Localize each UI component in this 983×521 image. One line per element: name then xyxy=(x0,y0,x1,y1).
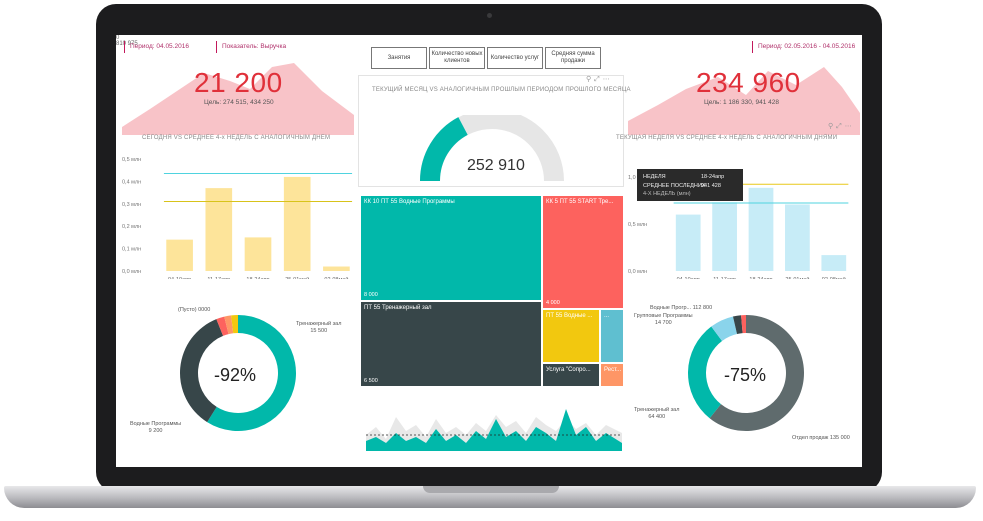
gauge-title: ТЕКУЩИЙ МЕСЯЦ VS АНАЛОГИЧНЫМ ПРОШЛЫМ ПЕР… xyxy=(372,87,631,93)
dashboard-screen: Период: 04.05.2016 Показатель: Выручка 2… xyxy=(116,35,862,467)
left-header-divider xyxy=(124,41,125,53)
metric-tabs: Занятия Количество новых клиентов Количе… xyxy=(371,47,601,69)
left-donut-label-water: Водные Программы 9 200 xyxy=(130,421,182,434)
right-kpi-target: Цель: 1 186 330, 941 428 xyxy=(704,99,780,106)
left-donut-value: -92% xyxy=(214,365,257,385)
sparkline-area-chart xyxy=(366,409,622,451)
donut-slice[interactable] xyxy=(688,326,723,419)
x-tick-label: 18-24апр xyxy=(246,277,269,279)
bar[interactable] xyxy=(244,237,272,271)
treemap-tile[interactable]: КК 10 ПТ 55 Водные Программы 8 000 xyxy=(360,195,542,301)
bar[interactable] xyxy=(785,204,810,271)
bar[interactable] xyxy=(166,239,193,271)
treemap-tile[interactable]: ... xyxy=(600,309,624,363)
gauge-min: 0 xyxy=(116,35,120,41)
left-bar-chart: 0,5 млн 0,4 млн 0,3 млн 0,2 млн 0,1 млн 0,0 м… xyxy=(122,157,353,279)
tab-avg-sale[interactable]: Средняя сумма продажи xyxy=(545,47,601,69)
laptop-base xyxy=(4,486,976,508)
visual-header-icons: ⚲⤢⋯ xyxy=(586,75,613,84)
donut-slice[interactable] xyxy=(216,316,229,336)
right-donut-chart xyxy=(688,315,804,431)
left-donut-chart xyxy=(180,315,296,431)
y-tick-label: 0,4 млн xyxy=(122,179,141,185)
y-tick-label: 0,5 млн xyxy=(122,157,141,163)
y-tick-label: 0,0 млн xyxy=(628,269,647,275)
x-tick-label: 18-24апр xyxy=(749,277,772,279)
right-period-label: Период: 02.05.2016 - 04.05.2016 xyxy=(758,43,856,50)
donut-slice[interactable] xyxy=(231,315,238,334)
right-donut-label-gym: Тренажерный зал 64 400 xyxy=(634,407,680,420)
left-kpi-value: 21 200 xyxy=(194,67,283,98)
treemap-tile[interactable]: Услуга "Сопро... xyxy=(542,363,600,387)
x-tick-label: 11-17апр xyxy=(713,277,736,279)
pin-icon[interactable]: ⚲ xyxy=(586,76,595,83)
right-kpi-area-chart xyxy=(628,67,860,135)
treemap-tile[interactable]: ПТ 55 Водные ... xyxy=(542,309,600,363)
x-tick-label: 04-10апр xyxy=(677,277,700,279)
donut-slice[interactable] xyxy=(732,315,743,335)
laptop-notch xyxy=(423,486,559,493)
y-tick-label: 0,5 млн xyxy=(628,222,647,228)
tab-services-count[interactable]: Количество услуг xyxy=(487,47,543,69)
gauge-value: 252 910 xyxy=(467,157,525,174)
camera-icon xyxy=(487,13,492,18)
bar[interactable] xyxy=(712,202,737,271)
left-indicator-label: Показатель: Выручка xyxy=(222,43,287,50)
left-chart-title: СЕГОДНЯ VS СРЕДНЕЕ 4-х НЕДЕЛЬ С АНАЛОГИЧ… xyxy=(142,135,331,141)
donut-slice[interactable] xyxy=(741,315,746,334)
right-donut-label-group: Групповые Программы 14 700 xyxy=(634,313,693,326)
y-tick-label: 0,0 млн xyxy=(122,269,141,275)
treemap-tile[interactable]: Рест... xyxy=(600,363,624,387)
right-donut-label-water: Водные Прогр... 112 800 xyxy=(650,305,713,311)
tab-new-clients[interactable]: Количество новых клиентов xyxy=(429,47,485,69)
bar[interactable] xyxy=(205,188,233,271)
focus-mode-icon[interactable]: ⤢ xyxy=(836,123,845,130)
x-tick-label: 02-08май xyxy=(324,276,348,279)
gauge-chart xyxy=(419,115,564,182)
gauge-max: 810 975 xyxy=(116,41,138,47)
bar[interactable] xyxy=(821,255,847,271)
left-kpi-target: Цель: 274 515, 434 250 xyxy=(204,99,274,106)
treemap-tile[interactable]: ПТ 55 Тренажерный зал 6 500 xyxy=(360,301,542,387)
chart-tooltip: НЕДЕЛЯ 18-24апр СРЕДНЕЕ ПОСЛЕДНИХ 941 42… xyxy=(637,169,743,201)
treemap-tile[interactable]: КК 5 ПТ 55 START Тре... 4 000 xyxy=(542,195,624,309)
x-tick-label: 25-01май xyxy=(785,276,809,279)
donut-slice[interactable] xyxy=(709,315,804,431)
right-donut-value: -75% xyxy=(724,365,767,385)
y-tick-label: 0,2 млн xyxy=(122,224,141,230)
bar[interactable] xyxy=(323,266,350,271)
left-kpi-area-chart xyxy=(122,63,354,135)
donut-slice[interactable] xyxy=(207,315,296,431)
pin-icon[interactable]: ⚲ xyxy=(828,123,837,130)
y-tick-label: 0,3 млн xyxy=(122,202,141,208)
bar[interactable] xyxy=(675,214,701,271)
gauge-card xyxy=(358,75,624,187)
focus-mode-icon[interactable]: ⤢ xyxy=(594,76,603,83)
left-donut-label-empty: (Пусто) 0000 xyxy=(178,307,211,313)
donut-slice[interactable] xyxy=(711,316,738,341)
x-tick-label: 25-01май xyxy=(285,276,309,279)
left-donut-label-gym: Тренажерный зал 15 500 xyxy=(296,321,342,334)
right-visual-header-icons: ⚲⤢⋯ xyxy=(828,122,855,131)
donut-slice[interactable] xyxy=(224,315,234,335)
y-tick-label: 0,1 млн xyxy=(122,247,141,253)
right-chart-title: ТЕКУЩАЯ НЕДЕЛЯ VS СРЕДНЕЕ 4-х НЕДЕЛЬ С А… xyxy=(616,135,838,141)
donut-slice[interactable] xyxy=(180,319,224,423)
left-header-divider-2 xyxy=(216,41,217,53)
tab-sessions[interactable]: Занятия xyxy=(371,47,427,69)
right-donut-label-sales: Отдел продаж 135 000 xyxy=(792,435,850,441)
more-options-icon[interactable]: ⋯ xyxy=(844,123,855,130)
right-kpi-value: 234 960 xyxy=(696,67,801,98)
left-period-label: Период: 04.05.2016 xyxy=(130,43,189,50)
more-options-icon[interactable]: ⋯ xyxy=(602,76,613,83)
bar[interactable] xyxy=(283,176,311,271)
right-header-divider xyxy=(752,41,753,53)
x-tick-label: 11-17апр xyxy=(207,277,230,279)
x-tick-label: 04-10апр xyxy=(168,277,191,279)
x-tick-label: 02-08май xyxy=(822,276,846,279)
bar[interactable] xyxy=(748,187,774,271)
